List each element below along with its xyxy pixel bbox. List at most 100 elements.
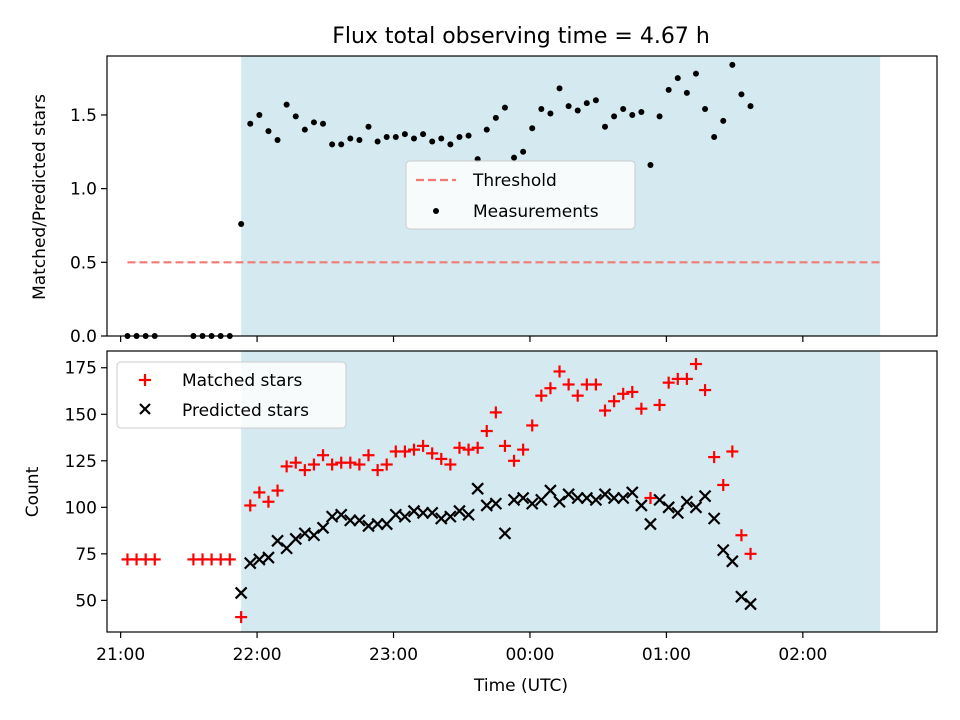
- top-y-tick-label: 1.5: [70, 106, 97, 126]
- matched-star-point: [326, 458, 339, 471]
- predicted-star-point: [607, 491, 621, 505]
- predicted-star-point: [453, 504, 466, 518]
- measurement-point: [356, 137, 363, 143]
- predicted-star-point: [444, 510, 457, 523]
- measurement-point: [392, 134, 399, 141]
- matched-star-point: [289, 456, 302, 469]
- matched-star-point: [453, 441, 466, 454]
- predicted-star-point: [334, 508, 348, 522]
- top-legend: Threshold Measurements: [405, 160, 636, 230]
- top-y-tick-label: 0.0: [70, 327, 97, 347]
- predicted-star-point: [726, 555, 739, 568]
- measurement-point: [720, 117, 727, 124]
- x-tick-label: 23:00: [369, 645, 418, 665]
- matched-star-point: [317, 449, 330, 462]
- bottom-legend: Matched stars Predicted stars: [116, 361, 347, 429]
- measurement-point: [483, 126, 490, 133]
- predicted-star-point: [498, 527, 512, 540]
- predicted-star-point: [307, 528, 321, 542]
- measurement-point: [410, 135, 417, 142]
- measurement-point: [611, 113, 618, 120]
- measurement-point: [383, 134, 390, 141]
- matched-star-point: [708, 451, 721, 464]
- legend-threshold-label: Threshold: [472, 171, 557, 191]
- matched-star-point: [644, 492, 657, 505]
- measurement-point: [702, 106, 709, 113]
- measurement-point: [374, 138, 381, 145]
- matched-star-point: [608, 395, 621, 408]
- matched-star-point: [544, 382, 557, 395]
- bottom-observing-window: [241, 351, 881, 632]
- matched-star-point: [253, 486, 266, 499]
- predicted-star-point: [462, 508, 475, 522]
- measurement-point: [738, 91, 745, 98]
- measurement-point: [556, 85, 563, 92]
- measurement-point: [320, 120, 327, 127]
- matched-star-point: [508, 454, 521, 467]
- matched-star-point: [699, 384, 712, 397]
- matched-star-point: [426, 447, 439, 460]
- legend-measurements-swatch: [433, 208, 439, 214]
- measurement-point: [711, 134, 718, 141]
- predicted-star-point: [616, 491, 630, 505]
- predicted-star-point: [553, 495, 566, 509]
- matched-star-point: [498, 439, 511, 452]
- predicted-star-point: [589, 493, 603, 507]
- measurement-point: [238, 221, 245, 227]
- predicted-star-point: [635, 499, 648, 512]
- predicted-star-point: [262, 551, 275, 564]
- matched-star-point: [280, 460, 293, 473]
- matched-star-point: [662, 376, 675, 389]
- predicted-star-point: [680, 495, 694, 509]
- matched-star-point: [371, 464, 384, 477]
- matched-star-point: [262, 495, 275, 508]
- predicted-star-point: [271, 534, 284, 548]
- predicted-star-point: [516, 491, 530, 505]
- measurement-point: [602, 123, 608, 130]
- top-y-tick-label: 1.0: [70, 180, 97, 200]
- measurement-point: [747, 103, 754, 110]
- predicted-star-point: [234, 586, 248, 600]
- x-tick-label: 02:00: [778, 645, 827, 665]
- predicted-star-point: [698, 489, 712, 503]
- matched-star-point: [298, 464, 311, 477]
- top-y-axis-label: Matched/Predicted stars: [30, 94, 50, 300]
- matched-star-point: [517, 443, 530, 456]
- measurement-point: [629, 111, 636, 118]
- predicted-star-point: [707, 512, 721, 525]
- matched-star-point: [717, 478, 730, 491]
- measurement-point: [329, 141, 336, 148]
- legend-matched-swatch: [139, 374, 151, 386]
- measurement-point: [301, 126, 308, 133]
- measurement-point: [365, 123, 372, 130]
- matched-star-point: [235, 611, 248, 624]
- x-axis-label: Time (UTC): [473, 676, 568, 696]
- matched-star-point: [735, 529, 748, 542]
- legend-predicted-label: Predicted stars: [182, 401, 309, 421]
- predicted-star-point: [316, 521, 330, 535]
- matched-star-point: [480, 425, 493, 438]
- matched-star-point: [589, 378, 602, 391]
- measurement-point: [447, 141, 454, 148]
- measurement-point: [347, 135, 354, 142]
- matched-star-point: [353, 458, 366, 471]
- bottom-y-tick-label: 75: [75, 545, 97, 565]
- matched-star-point: [398, 445, 411, 458]
- legend-matched-label: Matched stars: [182, 371, 302, 391]
- matched-star-point: [489, 406, 502, 419]
- measurement-point: [592, 97, 599, 104]
- measurement-point: [338, 141, 345, 148]
- measurement-point: [529, 125, 536, 132]
- predicted-star-point: [353, 514, 366, 527]
- matched-star-point: [344, 456, 357, 469]
- x-tick-label: 01:00: [642, 645, 691, 665]
- measurement-point: [683, 89, 690, 96]
- matched-star-point: [599, 404, 611, 417]
- measurement-point: [656, 113, 663, 120]
- matched-star-point: [471, 441, 484, 454]
- bottom-y-tick-label: 175: [65, 359, 97, 379]
- measurement-point: [283, 101, 290, 108]
- bottom-y-tick-label: 150: [65, 405, 97, 425]
- measurement-point: [647, 162, 654, 169]
